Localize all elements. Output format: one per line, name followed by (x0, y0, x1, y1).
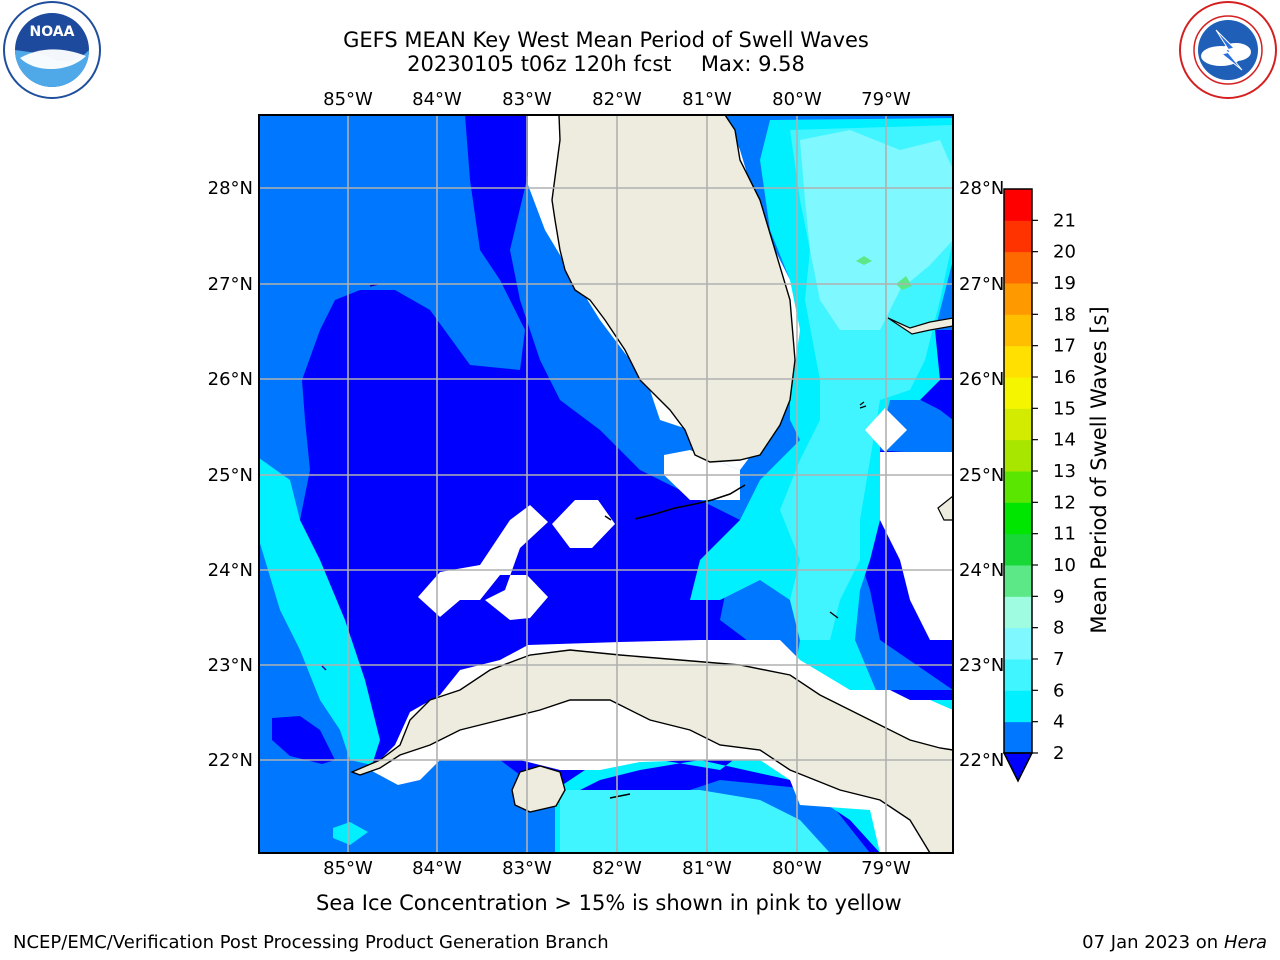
colorbar-tick-label: 18 (1053, 304, 1076, 325)
latitude-label: 28°N (208, 178, 253, 199)
longitude-label: 82°W (592, 89, 642, 110)
colorbar-segment (1004, 408, 1032, 441)
colorbar-tick-label: 13 (1053, 461, 1076, 482)
colorbar-tick-label: 19 (1053, 273, 1076, 294)
longitude-label: 81°W (682, 89, 732, 110)
colorbar-tick-label: 11 (1053, 524, 1076, 545)
colorbar-segment (1004, 596, 1032, 629)
map-frame (258, 114, 954, 854)
grid-lines (259, 115, 953, 853)
latitude-label: 25°N (959, 465, 1004, 486)
colorbar-segment (1004, 251, 1032, 284)
forecast-run: 20230105 t06z 120h fcst (407, 52, 672, 76)
nws-logo (1179, 1, 1277, 99)
latitude-labels-left: 28°N 27°N 26°N 25°N 24°N 23°N 22°N (208, 178, 253, 771)
colorbar-segment (1004, 690, 1032, 723)
longitude-label: 79°W (861, 858, 911, 879)
longitude-label: 85°W (323, 858, 373, 879)
noaa-logo: NOAA (3, 1, 101, 99)
colorbar-tick-label: 7 (1053, 649, 1064, 670)
latitude-label: 24°N (959, 560, 1004, 581)
colorbar-tick-label: 8 (1053, 618, 1064, 639)
map-title: GEFS MEAN Key West Mean Period of Swell … (256, 28, 956, 76)
colorbar-tick-label: 2 (1053, 743, 1064, 764)
colorbar-tick-label: 17 (1053, 336, 1076, 357)
latitude-label: 28°N (959, 178, 1004, 199)
latitude-label: 22°N (208, 750, 253, 771)
colorbar-tick-label: 10 (1053, 555, 1076, 576)
colorbar-segment (1004, 721, 1032, 754)
colorbar-segment (1004, 533, 1032, 566)
colorbar-tick-label: 15 (1053, 398, 1076, 419)
latitude-label: 26°N (208, 369, 253, 390)
latitude-label: 22°N (959, 750, 1004, 771)
colorbar-tick-label: 12 (1053, 492, 1076, 513)
colorbar-segment (1004, 377, 1032, 409)
footer-credit: NCEP/EMC/Verification Post Processing Pr… (13, 932, 609, 953)
colorbar-tick-label: 14 (1053, 430, 1076, 451)
sea-ice-note: Sea Ice Concentration > 15% is shown in … (316, 891, 902, 915)
latitude-label: 27°N (208, 274, 253, 295)
colorbar-tick-label: 6 (1053, 680, 1064, 701)
latitude-label: 23°N (959, 655, 1004, 676)
latitude-label: 25°N (208, 465, 253, 486)
longitude-label: 79°W (861, 89, 911, 110)
map-field (259, 115, 953, 853)
longitude-labels-top: 85°W 84°W 83°W 82°W 81°W 80°W 79°W (323, 89, 911, 110)
latitude-label: 27°N (959, 274, 1004, 295)
latitude-label: 26°N (959, 369, 1004, 390)
footer-date-text: 07 Jan 2023 on (1082, 932, 1224, 953)
colorbar-tick-label: 20 (1053, 242, 1076, 263)
max-value: Max: 9.58 (700, 52, 805, 76)
colorbar-segment (1004, 345, 1032, 378)
longitude-label: 81°W (682, 858, 732, 879)
colorbar-label: Mean Period of Swell Waves [s] (1087, 306, 1111, 633)
longitude-label: 82°W (592, 858, 642, 879)
footer-host: Hera (1223, 932, 1267, 953)
colorbar-segment (1004, 627, 1032, 660)
colorbar-segment (1004, 283, 1032, 315)
longitude-label: 83°W (502, 89, 552, 110)
colorbar-under-arrow (1002, 752, 1034, 783)
longitude-label: 84°W (412, 89, 462, 110)
colorbar-segment (1004, 189, 1032, 221)
colorbar-segment (1004, 314, 1032, 347)
longitude-label: 84°W (412, 858, 462, 879)
colorbar: 2 4 6 7 8 9 10 11 12 13 14 15 16 17 18 19 20 21 (1002, 188, 1076, 783)
colorbar-segment (1004, 439, 1032, 472)
longitude-label: 80°W (772, 89, 822, 110)
colorbar-tick-label: 21 (1053, 210, 1076, 231)
longitude-labels-bottom: 85°W 84°W 83°W 82°W 81°W 80°W 79°W (323, 858, 911, 879)
latitude-labels-right: 28°N 27°N 26°N 25°N 24°N 23°N 22°N (959, 178, 1004, 771)
longitude-label: 80°W (772, 858, 822, 879)
longitude-label: 83°W (502, 858, 552, 879)
colorbar-tick-label: 9 (1053, 586, 1064, 607)
colorbar-segment (1004, 471, 1032, 503)
latitude-label: 24°N (208, 560, 253, 581)
colorbar-segment (1004, 220, 1032, 253)
title-line-1: GEFS MEAN Key West Mean Period of Swell … (343, 28, 869, 52)
noaa-logo-text: NOAA (30, 24, 75, 40)
title-line-2: 20230105 t06z 120h fcst Max: 9.58 (256, 52, 956, 76)
footer-date: 07 Jan 2023 on Hera (1082, 932, 1267, 953)
colorbar-tick-label: 16 (1053, 367, 1076, 388)
colorbar-tick-label: 4 (1053, 712, 1064, 733)
latitude-label: 23°N (208, 655, 253, 676)
longitude-label: 85°W (323, 89, 373, 110)
colorbar-segment (1004, 502, 1032, 535)
colorbar-segment (1004, 659, 1032, 691)
colorbar-segment (1004, 565, 1032, 597)
